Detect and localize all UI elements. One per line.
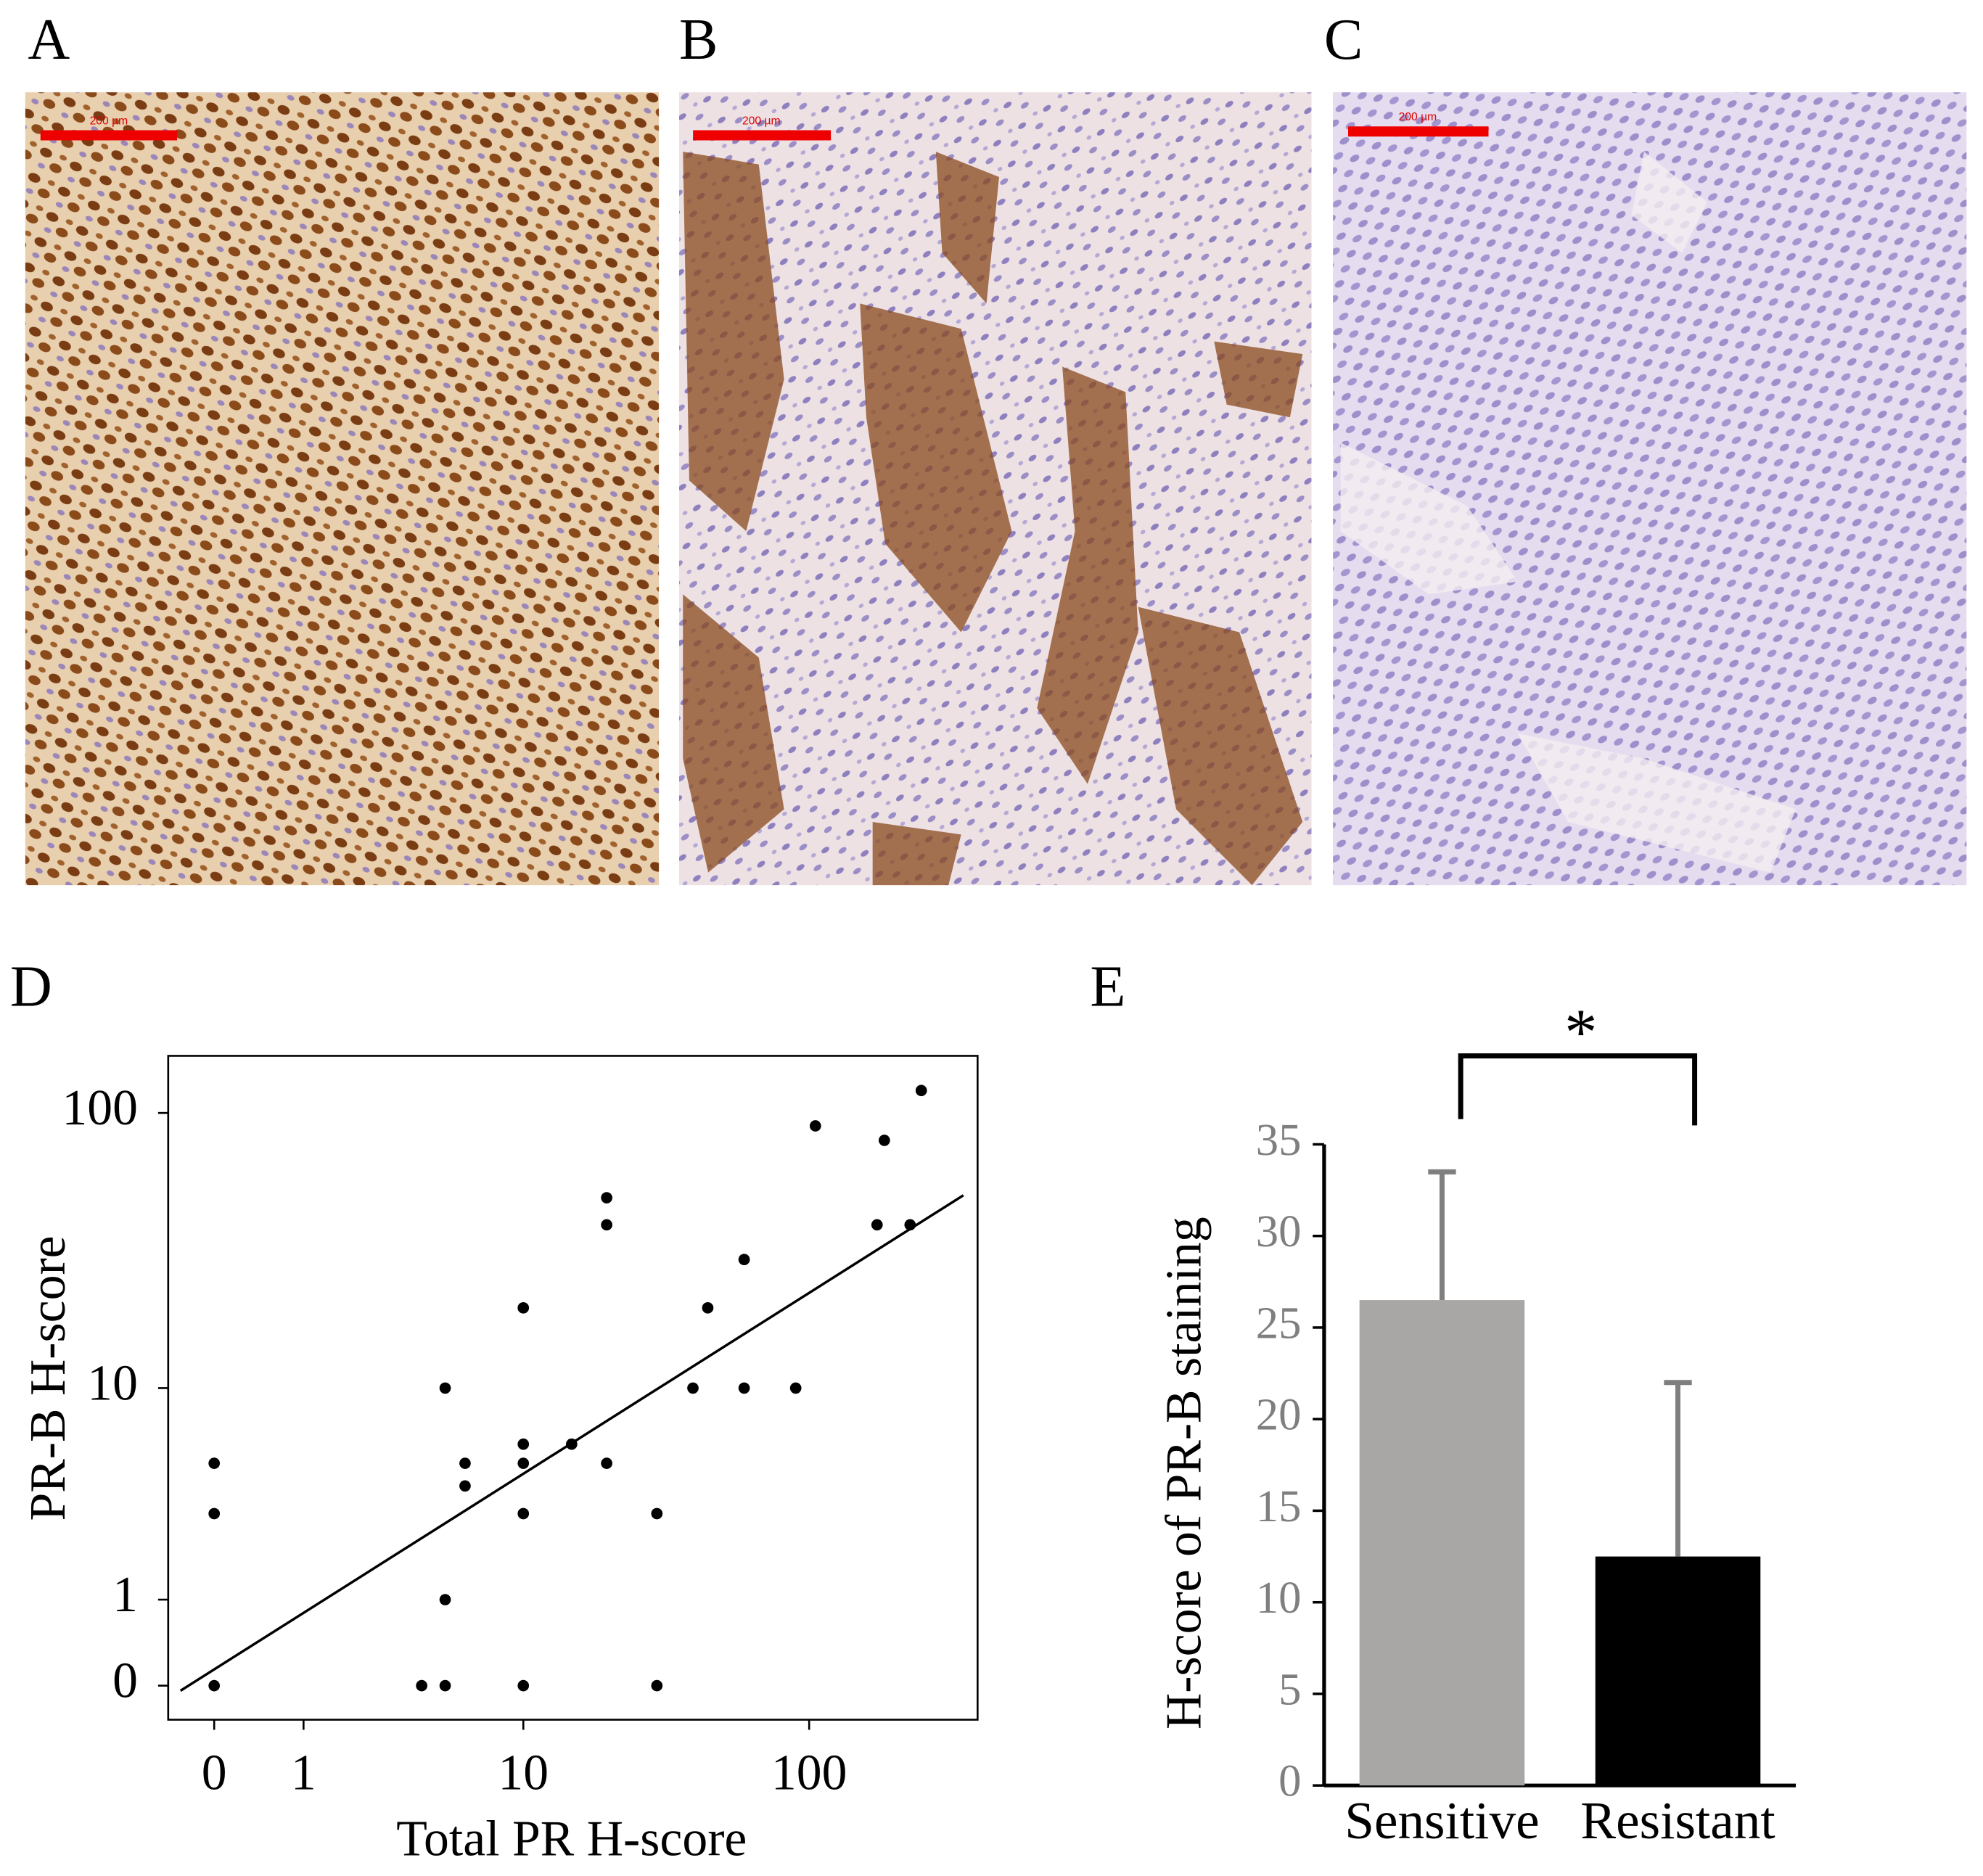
data-point (517, 1507, 530, 1520)
bar (1359, 1300, 1525, 1786)
data-point (871, 1219, 883, 1231)
stroma-region (1340, 152, 1797, 873)
data-point (789, 1382, 802, 1394)
data-point (879, 1135, 890, 1146)
y-tick-label: 0 (112, 1653, 138, 1709)
y-axis-label: H-score of PR-B staining (1156, 1217, 1212, 1729)
panel-label: B (679, 8, 718, 72)
data-point (416, 1679, 427, 1692)
error-bar (1664, 1380, 1692, 1557)
y-tick-label: 20 (1256, 1389, 1302, 1440)
data-point (738, 1382, 750, 1394)
data-point (208, 1457, 221, 1469)
data-point (601, 1457, 612, 1469)
y-tick-label: 5 (1278, 1663, 1301, 1714)
x-tick-label: 100 (771, 1745, 847, 1801)
x-tick-label: Sensitive (1344, 1791, 1539, 1850)
data-point (565, 1438, 578, 1450)
y-tick-label: 30 (1256, 1206, 1302, 1256)
data-point (208, 1679, 221, 1692)
data-point (439, 1594, 451, 1605)
data-point (517, 1438, 530, 1450)
panel-label: A (28, 8, 70, 72)
data-point (517, 1301, 530, 1314)
y-tick-label: 1 (112, 1567, 138, 1623)
data-point (517, 1457, 530, 1469)
data-point (687, 1382, 699, 1394)
data-point (702, 1301, 714, 1314)
significance-bracket (1458, 1053, 1698, 1126)
data-point (459, 1457, 471, 1469)
y-tick-label: 100 (62, 1080, 138, 1136)
y-tick-label: 0 (1278, 1756, 1301, 1806)
x-tick-label: Resistant (1580, 1791, 1775, 1850)
y-tick-label: 25 (1256, 1297, 1302, 1348)
data-point (809, 1120, 821, 1132)
data-point (904, 1219, 916, 1231)
x-axis-label: Total PR H-score (396, 1811, 747, 1867)
data-point (439, 1382, 451, 1394)
panel-label: E (1090, 955, 1125, 1019)
x-tick-label: 1 (291, 1745, 316, 1801)
data-point (738, 1254, 750, 1266)
plot-frame (167, 1055, 979, 1721)
stained-region (683, 152, 1303, 886)
significance-mark: * (1564, 996, 1597, 1069)
scale-bar-label: 200 µm (90, 115, 128, 127)
data-point (208, 1507, 221, 1520)
y-axis-label: PR-B H-score (20, 1235, 76, 1521)
y-tick-label: 10 (1256, 1572, 1302, 1623)
data-point (517, 1679, 530, 1692)
data-point (601, 1219, 612, 1231)
data-point (601, 1192, 612, 1204)
scale-bar-label: 200 µm (742, 115, 781, 127)
error-bar (1428, 1169, 1456, 1301)
y-tick-label: 10 (87, 1355, 138, 1411)
scale-bar-label: 200 µm (1399, 111, 1437, 123)
data-point (651, 1507, 663, 1520)
y-tick-label: 35 (1256, 1114, 1302, 1165)
data-point (459, 1480, 471, 1492)
panel-label: C (1324, 8, 1363, 72)
y-tick-label: 15 (1256, 1481, 1302, 1531)
x-tick-label: 10 (498, 1745, 549, 1801)
bar (1595, 1556, 1761, 1786)
micrograph (25, 92, 660, 886)
x-tick-label: 0 (202, 1745, 227, 1801)
data-point (439, 1679, 451, 1692)
data-point (915, 1085, 927, 1097)
data-point (651, 1679, 663, 1692)
panel-label: D (10, 955, 52, 1019)
